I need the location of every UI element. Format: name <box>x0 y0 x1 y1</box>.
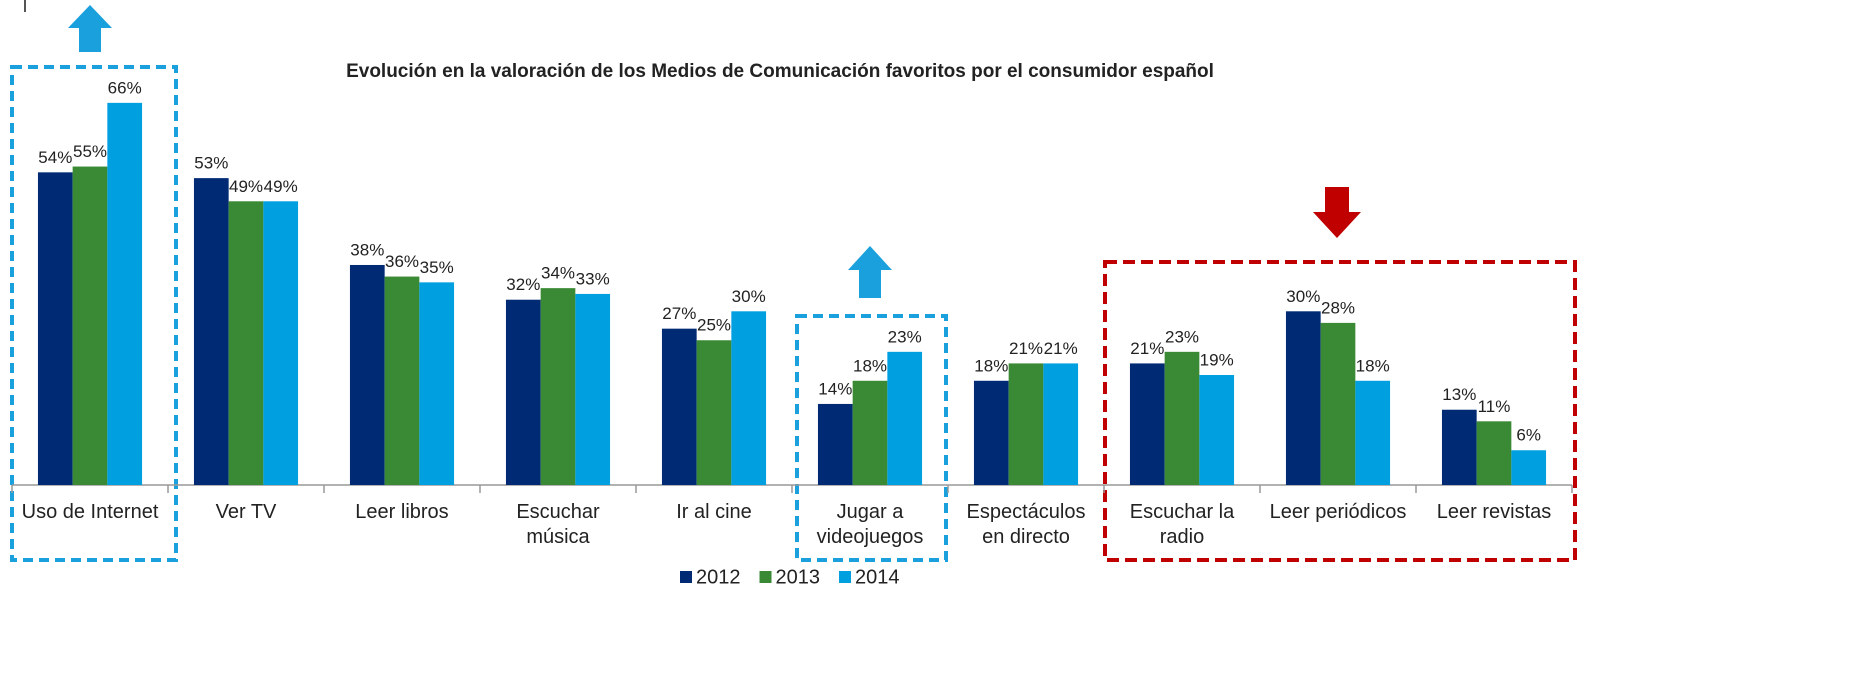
legend-label: 2014 <box>855 566 900 588</box>
x-tick-label: Leer revistas <box>1436 501 1552 523</box>
data-label: 11% <box>1478 397 1511 416</box>
data-label: 49% <box>264 177 298 196</box>
chart-title: Evolución en la valoración de los Medios… <box>346 61 1214 82</box>
data-label: 6% <box>1516 426 1541 445</box>
data-label: 30% <box>1286 287 1320 306</box>
data-label: 34% <box>541 264 575 283</box>
bar <box>575 293 611 485</box>
bar <box>72 166 108 486</box>
bar <box>661 328 697 485</box>
bar <box>107 102 143 486</box>
highlight-box <box>1103 260 1577 562</box>
data-label: 18% <box>1356 356 1390 375</box>
up-arrow <box>68 5 112 52</box>
bar <box>1320 322 1356 485</box>
data-label: 21% <box>1130 339 1164 358</box>
legend-label: 2012 <box>696 566 741 588</box>
bar <box>540 288 576 485</box>
data-label: 13% <box>1442 385 1476 404</box>
data-label: 55% <box>73 142 107 161</box>
data-label: 21% <box>1044 339 1078 358</box>
x-tick-label: Leer periódicos <box>1269 501 1407 523</box>
bar <box>973 380 1009 485</box>
bar <box>419 282 455 485</box>
data-label: 30% <box>732 287 766 306</box>
data-label: 66% <box>108 78 142 97</box>
legend-swatch <box>839 571 851 583</box>
bar <box>349 264 385 485</box>
data-label: 54% <box>38 148 72 167</box>
bar <box>817 403 853 485</box>
data-label: 38% <box>350 240 384 259</box>
legend-swatch <box>759 571 772 583</box>
data-label: 23% <box>1165 327 1199 346</box>
bar <box>1476 421 1512 485</box>
data-label: 25% <box>697 316 731 335</box>
x-tick-label: Escuchar música <box>516 501 600 548</box>
highlight-box <box>795 314 948 562</box>
bar <box>696 340 732 485</box>
bar <box>193 178 229 485</box>
bar <box>731 311 767 485</box>
x-tick-label: Uso de Internet <box>21 501 159 523</box>
data-label: 18% <box>974 356 1008 375</box>
x-tick-label: Jugar a videojuegos <box>816 501 924 548</box>
bar <box>1355 380 1391 485</box>
data-label: 23% <box>888 327 922 346</box>
highlight-box <box>10 65 178 562</box>
bar <box>1008 363 1044 485</box>
data-label: 36% <box>385 252 419 271</box>
data-label: 19% <box>1200 350 1234 369</box>
x-tick-label: Espectáculos en directo <box>966 501 1086 548</box>
x-tick-label: Leer libros <box>355 501 449 523</box>
x-tick-label: Escuchar la radio <box>1129 501 1235 548</box>
bar <box>263 201 299 486</box>
data-label: 53% <box>194 154 228 173</box>
legend-label: 2013 <box>776 566 821 588</box>
data-label: 49% <box>229 177 263 196</box>
data-label: 33% <box>576 269 610 288</box>
bar <box>37 172 73 485</box>
bar <box>1441 409 1477 485</box>
data-label: 35% <box>420 258 454 277</box>
bar <box>1129 363 1165 485</box>
data-label: 27% <box>662 304 696 323</box>
bar <box>384 276 420 485</box>
data-label: 18% <box>853 356 887 375</box>
bar <box>1285 311 1321 485</box>
data-label: 21% <box>1009 339 1043 358</box>
x-tick-label: Ver TV <box>215 501 277 523</box>
bar <box>852 380 888 485</box>
bar <box>228 201 264 486</box>
bar <box>1043 363 1079 485</box>
down-arrow <box>1313 187 1361 238</box>
bar <box>887 351 923 485</box>
bar <box>1199 374 1235 485</box>
data-label: 14% <box>818 379 852 398</box>
up-arrow <box>848 246 892 298</box>
data-label: 32% <box>506 275 540 294</box>
x-tick-label: Ir al cine <box>676 501 752 523</box>
bar <box>1511 450 1547 485</box>
bar <box>1164 351 1200 485</box>
bar <box>505 299 541 485</box>
data-label: 28% <box>1321 298 1355 317</box>
legend-swatch <box>680 571 692 583</box>
